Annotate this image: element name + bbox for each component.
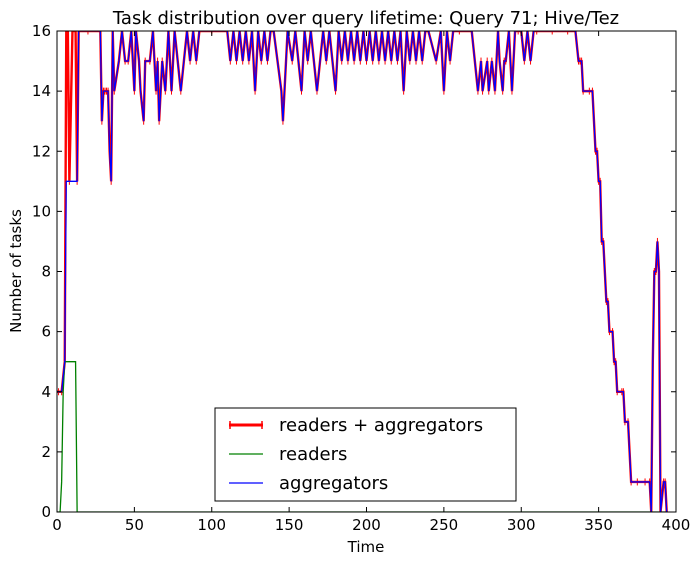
series-aggregators (57, 31, 668, 512)
y-tick-label: 8 (41, 263, 51, 281)
legend-box (214, 407, 517, 502)
y-tick-label: 14 (32, 82, 51, 100)
chart-title: Task distribution over query lifetime: Q… (112, 8, 619, 29)
x-tick-label: 300 (507, 516, 536, 534)
legend-label-readers-plus-aggregators: readers + aggregators (279, 415, 483, 436)
legend-item-aggregators: aggregators (229, 473, 388, 494)
x-tick-label: 0 (52, 516, 62, 534)
x-axis: 0 50 100 150 200 250 300 350 400 (52, 31, 690, 534)
y-tick-label: 10 (32, 202, 51, 220)
y-tick-label: 4 (41, 383, 51, 401)
legend-item-readers-plus-aggregators: readers + aggregators (229, 415, 483, 436)
x-tick-label: 150 (275, 516, 304, 534)
series-readers (57, 361, 667, 512)
legend-label-aggregators: aggregators (279, 473, 388, 494)
y-axis-label: Number of tasks (7, 209, 25, 333)
y-axis: 0 2 4 6 8 10 12 14 16 (32, 22, 676, 521)
y-tick-label: 2 (41, 443, 51, 461)
x-tick-label: 50 (125, 516, 144, 534)
y-tick-label: 6 (41, 323, 51, 341)
y-tick-label: 12 (32, 142, 51, 160)
series-line-readers (57, 361, 667, 512)
legend: readers + aggregators readers aggregator… (214, 407, 517, 502)
legend-item-readers: readers (229, 444, 347, 465)
y-tick-label: 0 (41, 503, 51, 521)
x-tick-label: 350 (584, 516, 613, 534)
x-tick-label: 100 (197, 516, 226, 534)
series-layer (57, 31, 668, 512)
legend-label-readers: readers (279, 444, 347, 465)
x-tick-label: 200 (352, 516, 381, 534)
x-tick-label: 250 (430, 516, 459, 534)
series-line-aggregators (57, 31, 668, 512)
x-axis-label: Time (347, 538, 385, 556)
x-tick-label: 400 (662, 516, 691, 534)
y-tick-label: 16 (32, 22, 51, 40)
